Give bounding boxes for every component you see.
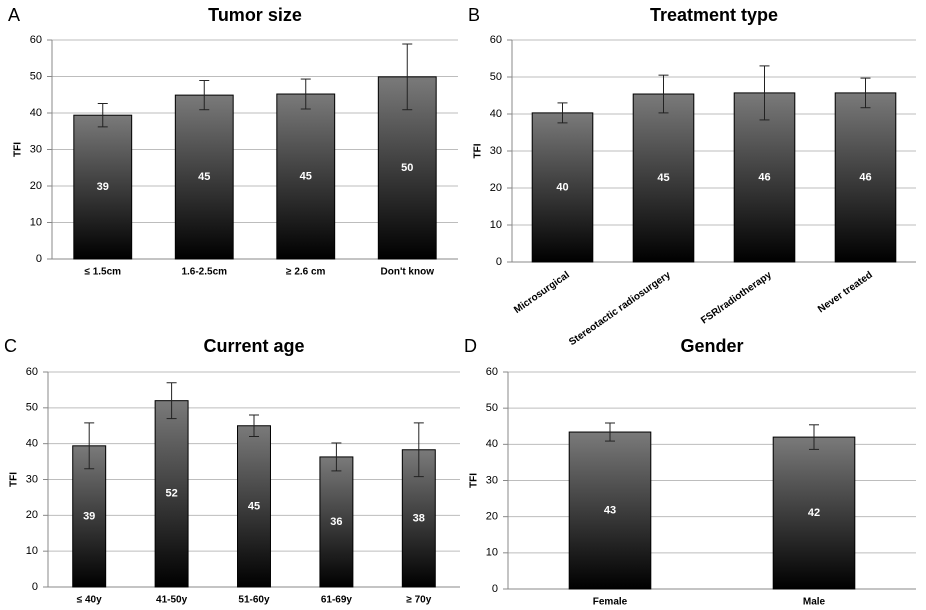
panel-title: Current age <box>203 336 304 356</box>
y-tick-label: 20 <box>486 511 498 523</box>
y-tick-label: 10 <box>26 545 38 557</box>
value-label: 38 <box>413 512 425 524</box>
x-tick-label: ≤ 40y <box>77 595 102 606</box>
y-tick-label: 0 <box>32 581 38 593</box>
y-tick-label: 60 <box>486 366 498 378</box>
x-tick-label: FSR/radiotherapy <box>699 269 774 326</box>
bar <box>237 425 271 588</box>
x-tick-label: 51-60y <box>238 595 270 606</box>
y-tick-label: 40 <box>490 108 502 120</box>
bar <box>531 112 594 263</box>
value-label: 36 <box>330 516 342 528</box>
panel-letter: B <box>468 5 480 25</box>
bar <box>834 92 897 263</box>
value-label: 39 <box>83 510 95 522</box>
y-tick-label: 30 <box>26 473 38 485</box>
y-tick-label: 0 <box>36 253 42 265</box>
panel-letter: C <box>4 336 17 356</box>
value-label: 40 <box>556 181 568 193</box>
y-tick-label: 60 <box>490 34 502 46</box>
value-label: 39 <box>97 181 109 193</box>
value-label: 46 <box>859 171 871 183</box>
y-tick-label: 50 <box>490 71 502 83</box>
y-axis-label: TFI <box>473 143 484 158</box>
x-tick-label: Stereotactic radiosurgery <box>567 269 673 348</box>
bar <box>73 114 133 260</box>
y-tick-label: 10 <box>490 219 502 231</box>
bar <box>154 400 189 588</box>
y-axis-label: TFI <box>9 472 20 487</box>
bar <box>772 436 856 590</box>
y-tick-label: 50 <box>26 402 38 414</box>
x-tick-label: 41-50y <box>156 595 188 606</box>
x-tick-label: Don't know <box>381 267 435 278</box>
x-tick-label: ≤ 1.5cm <box>84 267 121 278</box>
y-tick-label: 20 <box>26 509 38 521</box>
y-tick-label: 10 <box>30 216 42 228</box>
value-label: 45 <box>657 172 669 184</box>
y-tick-label: 20 <box>30 180 42 192</box>
y-tick-label: 40 <box>26 438 38 450</box>
x-tick-label: ≥ 70y <box>406 595 431 606</box>
panel-title: Treatment type <box>650 5 778 25</box>
y-tick-label: 40 <box>486 438 498 450</box>
panel-title: Tumor size <box>208 5 302 25</box>
bar <box>632 93 695 263</box>
y-tick-label: 60 <box>26 366 38 378</box>
y-tick-label: 30 <box>30 143 42 155</box>
y-axis-label: TFI <box>469 473 480 488</box>
value-label: 46 <box>758 171 770 183</box>
y-tick-label: 30 <box>490 145 502 157</box>
x-tick-label: Never treated <box>816 270 875 316</box>
y-tick-label: 60 <box>30 34 42 46</box>
value-label: 42 <box>808 507 820 519</box>
y-tick-label: 30 <box>486 474 498 486</box>
bar <box>174 94 234 260</box>
value-label: 52 <box>165 488 177 500</box>
value-label: 45 <box>248 500 260 512</box>
y-tick-label: 20 <box>490 182 502 194</box>
x-tick-label: Female <box>593 597 628 608</box>
value-label: 45 <box>300 170 312 182</box>
x-tick-label: 1.6-2.5cm <box>181 267 227 278</box>
y-tick-label: 10 <box>486 547 498 559</box>
y-tick-label: 0 <box>492 583 498 595</box>
bar <box>733 92 796 263</box>
value-label: 43 <box>604 504 616 516</box>
panel-title: Gender <box>680 336 743 356</box>
bar <box>276 93 336 260</box>
x-tick-label: ≥ 2.6 cm <box>286 267 326 278</box>
y-axis-label: TFI <box>13 142 24 157</box>
y-tick-label: 0 <box>496 256 502 268</box>
value-label: 45 <box>198 171 210 183</box>
bar <box>72 445 107 588</box>
y-tick-label: 50 <box>486 402 498 414</box>
x-tick-label: Microsurgical <box>512 269 572 315</box>
panel-letter: A <box>8 5 20 25</box>
x-tick-label: Male <box>803 597 826 608</box>
value-label: 50 <box>401 162 413 174</box>
y-tick-label: 40 <box>30 107 42 119</box>
panel-letter: D <box>464 336 477 356</box>
y-tick-label: 50 <box>30 70 42 82</box>
x-tick-label: 61-69y <box>321 595 353 606</box>
